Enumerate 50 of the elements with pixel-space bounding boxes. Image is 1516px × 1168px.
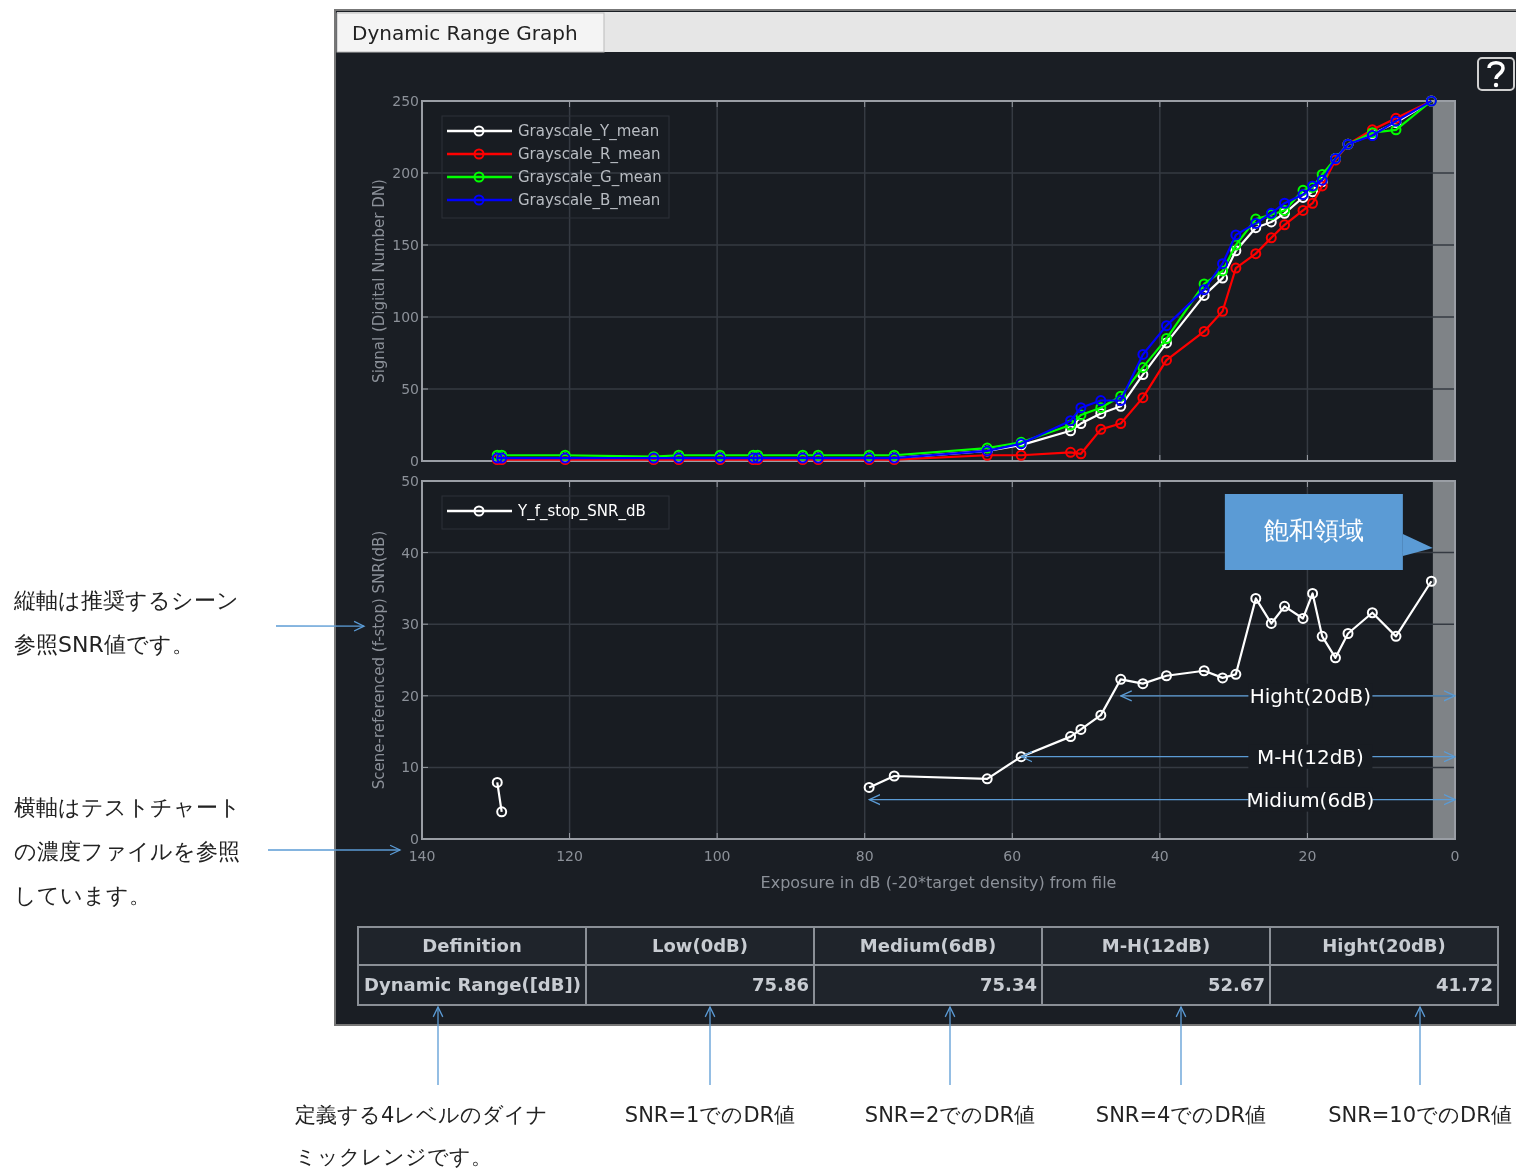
category-label: Medium(6dB) (859, 935, 997, 956)
legend-label: Grayscale_B_mean (518, 191, 661, 210)
text: SNR=4でのDR値 (1095, 1103, 1267, 1127)
x-tick-label: 120 (556, 848, 583, 864)
x-tick-label: 20 (1298, 848, 1317, 864)
y-tick-label: 50 (401, 473, 419, 489)
y-tick-label: 50 (401, 381, 419, 397)
y-tick-label: 30 (401, 616, 419, 633)
text: SNR=10でのDR値 (1328, 1103, 1512, 1127)
text: 横軸はテストチャートの濃度ファイルを参照しています。 (14, 795, 241, 908)
legend-label: Grayscale_R_mean (518, 145, 661, 164)
data-label: 41.72 (1436, 974, 1493, 995)
x-axis-title: Exposure in dB (-20*target density) from file (760, 873, 1117, 892)
text: 縦軸は推奨するシーン参照SNR値です。 (13, 588, 239, 657)
band-label: 飽和領域 (1263, 516, 1364, 545)
y-axis-title: Signal (Digital Number DN) (370, 179, 388, 383)
data-label: 75.86 (752, 974, 809, 995)
y-tick-label: 200 (392, 165, 419, 181)
x-tick-label: 60 (1003, 848, 1022, 864)
y-tick-label: 40 (401, 544, 419, 561)
ref-line-label: Hight(20dB) (1249, 683, 1372, 708)
data-label: 75.34 (980, 974, 1037, 995)
x-tick-label: 40 (1150, 848, 1169, 864)
ref-line-label: M-H(12dB) (1256, 744, 1364, 769)
y-tick-label: 250 (392, 93, 419, 109)
text: Dynamic Range([dB]) (364, 974, 581, 995)
y-tick-label: 0 (410, 453, 419, 469)
y-tick-label: 0 (410, 831, 419, 847)
chart-title: Dynamic Range Graph (352, 21, 578, 45)
legend-label: Grayscale_G_mean (518, 168, 662, 187)
y-tick-label: 100 (392, 309, 419, 325)
x-tick-label: 80 (855, 848, 874, 864)
x-tick-label: 100 (703, 848, 731, 864)
data-label: 52.67 (1208, 974, 1265, 995)
text: SNR=1でのDR値 (624, 1103, 796, 1127)
x-tick-label: 140 (408, 848, 436, 864)
legend-label: Grayscale_Y_mean (518, 122, 660, 141)
y-tick-label: 10 (401, 759, 419, 776)
ref-line-label: Midium(6dB) (1246, 787, 1375, 812)
category-label: Hight(20dB) (1322, 935, 1446, 956)
text: Y_f_stop_SNR_dB (517, 502, 646, 521)
category-label: M-H(12dB) (1101, 935, 1211, 956)
y-tick-label: 20 (401, 687, 419, 704)
category-label: Low(0dB) (651, 935, 749, 956)
y-tick-label: 150 (392, 237, 419, 253)
text: SNR=2でのDR値 (864, 1103, 1036, 1127)
text: 定義する4レベルのダイナミックレンジです。 (295, 1103, 549, 1168)
x-tick-label: 0 (1450, 848, 1460, 864)
y-axis-title: Scene-referenced (f-stop) SNR(dB) (370, 530, 388, 790)
category-label: Definition (422, 935, 522, 956)
